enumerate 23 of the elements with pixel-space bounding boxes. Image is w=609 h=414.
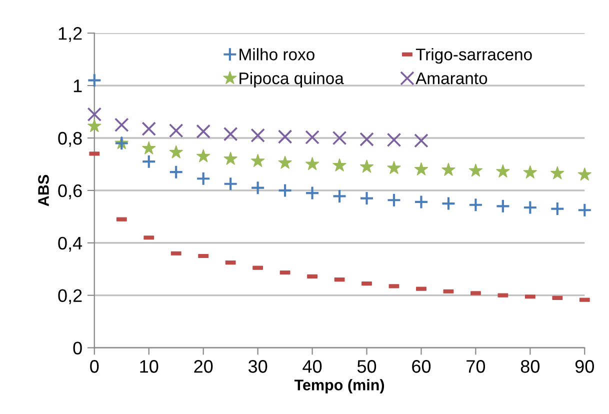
legend-label: Trigo-sarraceno <box>416 48 532 64</box>
x-tick-label: 0 <box>90 360 99 373</box>
y-tick-label: 1 <box>74 80 82 92</box>
y-axis-title: ABS <box>38 174 49 206</box>
y-tick-label: 0,8 <box>58 132 82 147</box>
x-tick-label: 20 <box>194 360 213 373</box>
y-tick-label: 0,2 <box>58 289 82 304</box>
x-tick-label: 80 <box>520 360 540 373</box>
x-tick-label: 10 <box>140 360 158 373</box>
x-tick-label: 70 <box>466 360 486 373</box>
y-tick-label: 1,2 <box>58 27 82 42</box>
x-tick-label: 50 <box>357 360 376 373</box>
legend-label: Pipoca quinoa <box>240 72 344 88</box>
legend-label: Milho roxo <box>240 48 314 60</box>
x-tick-label: 60 <box>412 360 431 373</box>
x-tick-label: 30 <box>248 360 268 373</box>
legend-label: Amaranto <box>416 72 488 84</box>
x-tick-label: 90 <box>575 360 594 373</box>
x-axis-title: Tempo (min) <box>294 379 384 394</box>
x-tick-label: 40 <box>302 360 322 373</box>
y-tick-label: 0 <box>73 342 82 354</box>
y-tick-label: 0,4 <box>58 236 82 252</box>
y-tick-label: 0,6 <box>58 184 82 200</box>
